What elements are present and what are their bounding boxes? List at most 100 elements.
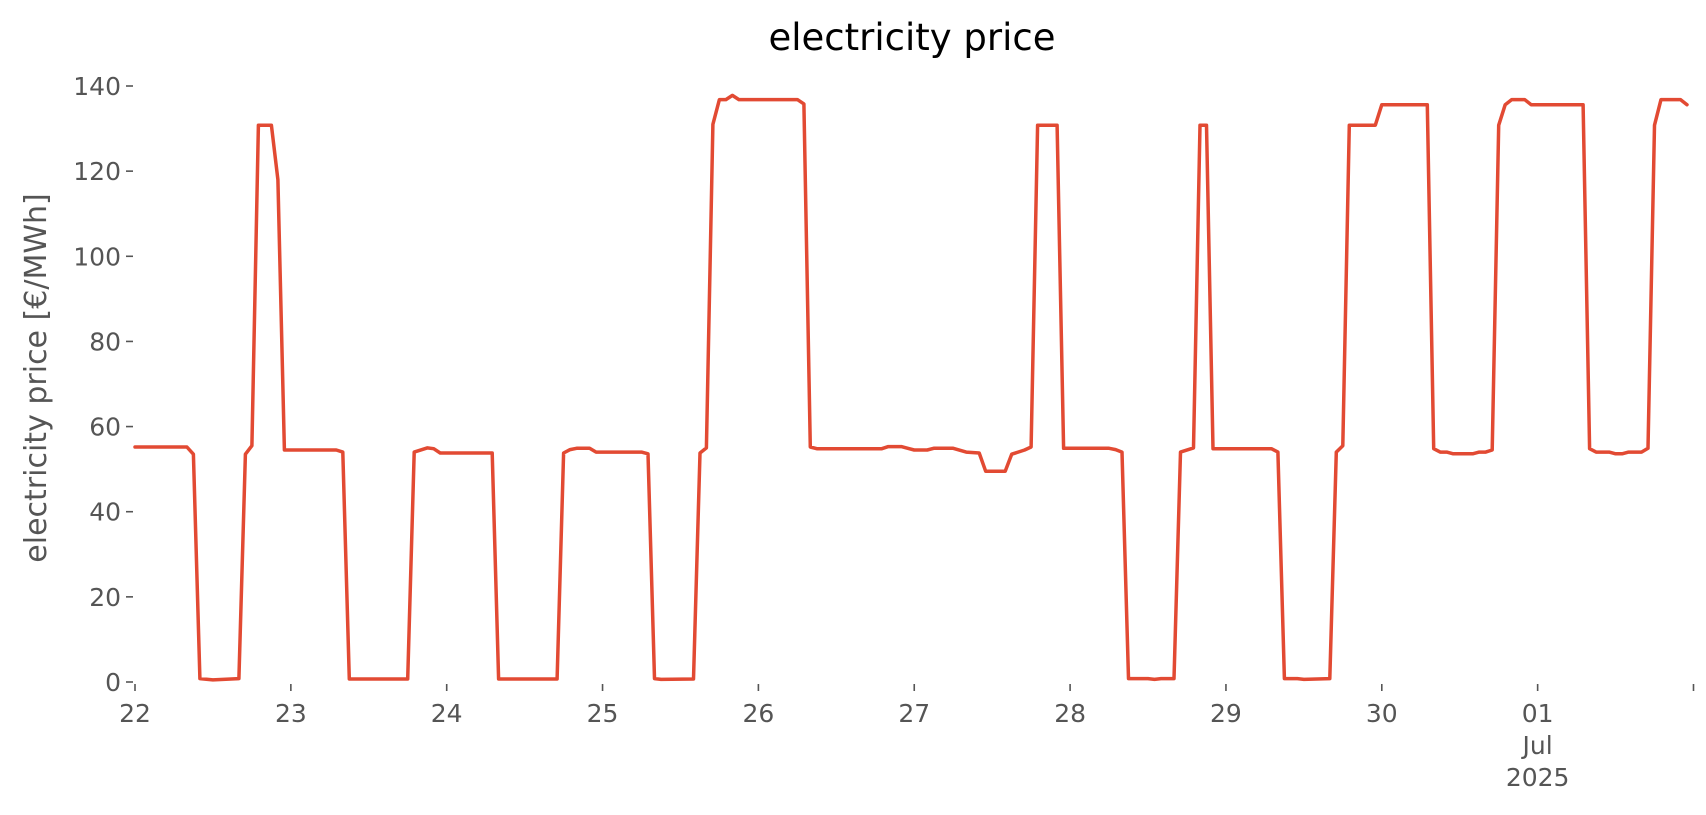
data-point	[185, 445, 189, 449]
data-point	[1504, 103, 1507, 106]
data-point	[1491, 448, 1494, 452]
x-tick-label: 27	[898, 699, 930, 728]
y-tick-label: 0	[105, 668, 121, 697]
data-point	[198, 677, 202, 680]
data-point	[1023, 448, 1026, 452]
data-point	[1685, 103, 1689, 106]
x-tick-label: 25	[587, 699, 619, 728]
data-point	[133, 445, 137, 449]
data-point	[1153, 678, 1156, 681]
y-tick-label: 60	[89, 413, 121, 442]
data-point	[1380, 103, 1384, 106]
data-point	[1055, 124, 1059, 127]
data-point	[1004, 470, 1007, 473]
data-point	[646, 452, 650, 455]
data-point	[1159, 677, 1163, 680]
data-point	[237, 677, 241, 680]
data-point	[341, 450, 344, 454]
data-point	[880, 447, 883, 450]
data-point	[283, 448, 286, 452]
data-point	[815, 447, 818, 450]
data-point	[276, 178, 280, 181]
y-tick-label: 100	[73, 242, 121, 271]
data-point	[1192, 446, 1195, 450]
data-point	[1484, 450, 1487, 454]
data-point	[1172, 677, 1176, 680]
data-point	[965, 450, 968, 454]
data-point	[724, 98, 728, 101]
data-point	[335, 448, 338, 452]
data-point	[978, 451, 981, 455]
data-point	[406, 677, 409, 681]
data-point	[1276, 450, 1280, 454]
y-tick-label: 40	[89, 498, 121, 527]
data-point	[913, 448, 916, 452]
data-point	[653, 677, 656, 680]
data-point	[1432, 447, 1435, 450]
y-axis-label: electricity price [€/MWh]	[19, 193, 54, 562]
data-point	[1659, 98, 1663, 101]
data-point	[640, 450, 643, 454]
data-point	[270, 124, 273, 127]
data-point	[1179, 450, 1182, 454]
data-point	[692, 677, 695, 681]
data-point	[348, 677, 351, 681]
x-tick-label: 26	[742, 699, 774, 728]
data-point	[568, 448, 572, 451]
data-point	[926, 448, 929, 452]
data-point	[1120, 450, 1124, 454]
data-point	[257, 124, 260, 127]
y-tick-label: 20	[89, 583, 121, 612]
data-point	[491, 451, 494, 455]
data-point	[594, 450, 598, 454]
data-point	[1335, 450, 1338, 454]
x-tick-label: 30	[1366, 699, 1398, 728]
data-point	[432, 447, 435, 450]
data-point	[1588, 447, 1591, 450]
data-point	[718, 98, 721, 101]
data-point	[1679, 98, 1682, 101]
x-tick-label: 28	[1054, 699, 1086, 728]
x-tick-label: 23	[275, 699, 307, 728]
data-point	[1530, 103, 1533, 106]
data-point	[900, 445, 903, 448]
data-point	[1471, 452, 1474, 455]
data-point	[711, 123, 715, 126]
data-point	[1478, 450, 1481, 454]
data-point	[887, 445, 890, 448]
data-point	[192, 453, 195, 456]
data-point	[932, 447, 935, 450]
data-point	[796, 98, 799, 101]
x-tick-label: 22	[119, 699, 151, 728]
data-point	[575, 447, 578, 450]
data-point	[1029, 445, 1033, 449]
data-point	[1523, 98, 1526, 101]
data-point	[1374, 124, 1377, 127]
data-point	[1010, 453, 1013, 456]
data-point	[1581, 103, 1585, 106]
data-point	[1036, 124, 1039, 127]
data-point	[588, 447, 591, 450]
data-point	[1640, 450, 1643, 454]
data-point	[1146, 677, 1150, 680]
data-point	[1296, 677, 1299, 680]
plot-area	[133, 93, 1689, 682]
y-tick-label: 140	[73, 72, 121, 101]
data-point	[731, 94, 734, 97]
data-point	[1439, 450, 1442, 454]
data-point	[1620, 452, 1624, 455]
data-point	[1510, 98, 1513, 101]
data-point	[984, 470, 987, 473]
data-point	[906, 447, 909, 450]
data-point	[1426, 103, 1429, 106]
data-point	[1211, 447, 1215, 450]
data-point	[802, 102, 806, 106]
data-point	[1497, 124, 1500, 127]
data-point	[1062, 447, 1065, 450]
data-point	[1107, 447, 1111, 450]
data-point	[1614, 452, 1617, 455]
data-point	[809, 445, 812, 449]
data-point	[1198, 124, 1202, 127]
x-tick-label: 01 Jul 2025	[1506, 699, 1570, 792]
